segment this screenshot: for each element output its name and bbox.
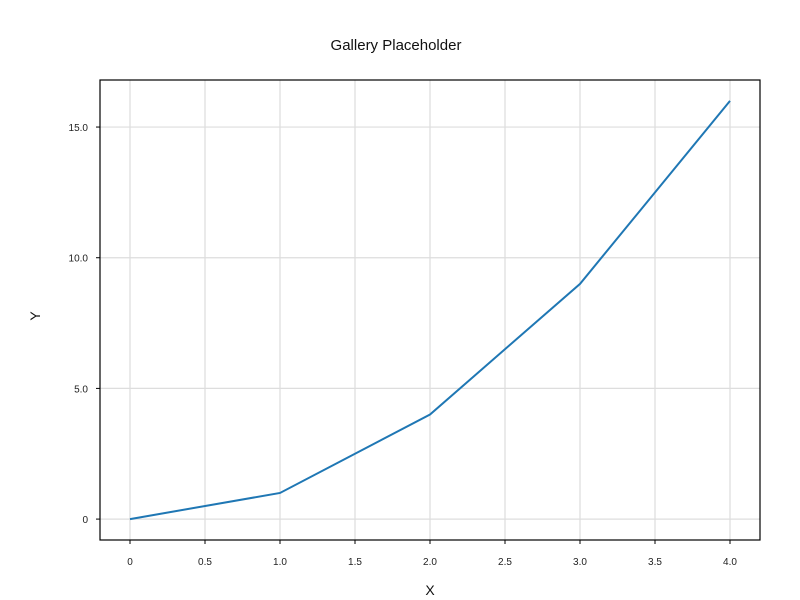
x-tick-label: 3.0 (573, 557, 587, 568)
series-layer (129, 100, 731, 521)
chart-title: Gallery Placeholder (331, 37, 462, 54)
x-tick-label: 1.0 (273, 557, 287, 568)
x-tick-label: 2.0 (423, 557, 437, 568)
y-tick-label: 5.0 (74, 384, 88, 395)
gridlines (100, 80, 760, 540)
y-tick-label: 10.0 (69, 254, 89, 265)
x-tick-label: 3.5 (648, 557, 662, 568)
y-tick-label: 15.0 (69, 123, 89, 134)
x-axis-ticks: 0 0.5 1.0 1.5 2.0 2.5 3.0 3.5 4.0 (127, 540, 737, 568)
x-tick-label: 4.0 (723, 557, 737, 568)
x-tick-label: 0.5 (198, 557, 212, 568)
x-tick-label: 1.5 (348, 557, 362, 568)
y-tick-label: 0 (82, 515, 88, 526)
y-axis-label: Y (27, 311, 43, 321)
y-axis-ticks: 0 5.0 10.0 15.0 (69, 123, 100, 526)
x-axis-label: X (425, 582, 435, 598)
x-tick-label: 2.5 (498, 557, 512, 568)
x-tick-label: 0 (127, 557, 133, 568)
